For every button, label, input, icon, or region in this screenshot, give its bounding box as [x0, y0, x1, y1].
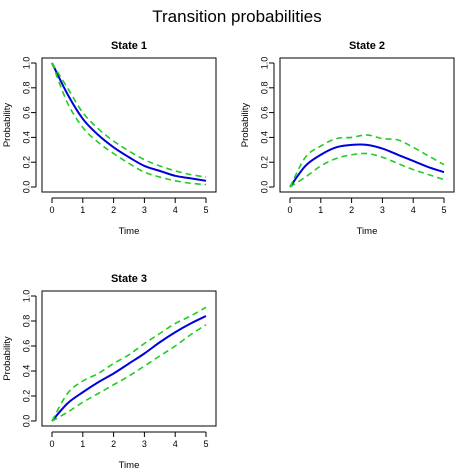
x-tick-label: 1: [80, 205, 85, 215]
x-tick-label: 1: [318, 205, 323, 215]
y-tick-label: 0.4: [21, 131, 31, 144]
y-tick-label: 0.8: [259, 82, 269, 95]
panel-2: State 2 0 1 2 3 4 5 0.0 0.2 0.4 0.6 0.8 1.0 Time Proba…: [240, 40, 455, 237]
y-tick-label: 0.6: [259, 106, 269, 119]
lower-bound-line: [51, 62, 207, 186]
x-tick-label: 5: [441, 205, 446, 215]
y-tick-label: 0.2: [21, 156, 31, 169]
panel-1: State 1 0 1 2 3 4 5 0.0 0.2 0.4 0.6 0.8 1.0 Time Proba…: [2, 40, 217, 237]
x-tick-label: 5: [203, 439, 208, 449]
y-tick-label: 0.4: [259, 131, 269, 144]
x-tick-label: 5: [203, 205, 208, 215]
x-tick-label: 2: [349, 205, 354, 215]
plot-frame: [279, 57, 455, 193]
plot-frame: [41, 290, 217, 427]
y-tick-label: 1.0: [21, 57, 31, 70]
x-axis-label: Time: [119, 460, 140, 471]
panel-3: State 3 0 1 2 3 4 5 0.0 0.2 0.4 0.6 0.8 1.0 Time Proba…: [2, 273, 217, 471]
y-axis-label: Probability: [240, 103, 251, 148]
estimate-line: [289, 143, 445, 188]
x-tick-label: 3: [380, 205, 385, 215]
x-tick-label: 0: [49, 439, 54, 449]
upper-bound-line: [289, 134, 445, 188]
panel-title: State 2: [349, 40, 385, 52]
x-tick-label: 0: [49, 205, 54, 215]
x-tick-label: 4: [411, 205, 416, 215]
y-axis-label: Probability: [2, 336, 13, 381]
y-tick-label: 0.8: [21, 82, 31, 95]
x-tick-label: 4: [173, 205, 178, 215]
y-tick-label: 0.4: [21, 365, 31, 378]
x-tick-label: 4: [173, 439, 178, 449]
x-tick-label: 3: [142, 439, 147, 449]
y-tick-label: 0.2: [21, 390, 31, 403]
y-tick-label: 0.6: [21, 106, 31, 119]
x-axis-label: Time: [119, 226, 140, 237]
plot-frame: [41, 57, 217, 193]
estimate-line: [51, 315, 207, 422]
y-axis-label: Probability: [2, 103, 13, 148]
x-tick-label: 0: [287, 205, 292, 215]
y-tick-label: 0.0: [259, 181, 269, 194]
y-tick-label: 0.0: [21, 415, 31, 428]
upper-bound-line: [51, 62, 207, 178]
panel-title: State 1: [111, 40, 147, 52]
x-tick-label: 2: [111, 439, 116, 449]
y-tick-label: 0.2: [259, 156, 269, 169]
x-axis-label: Time: [357, 226, 378, 237]
lower-bound-line: [289, 152, 445, 188]
upper-bound-line: [51, 306, 207, 422]
x-tick-label: 3: [142, 205, 147, 215]
estimate-line: [51, 62, 207, 182]
y-tick-label: 0.8: [21, 315, 31, 328]
x-tick-label: 2: [111, 205, 116, 215]
y-tick-label: 1.0: [259, 57, 269, 70]
panel-title: State 3: [111, 273, 147, 285]
y-tick-label: 1.0: [21, 290, 31, 303]
panels: State 1 0 1 2 3 4 5 0.0 0.2 0.4 0.6 0.8 1.0 Time Proba…: [2, 40, 455, 471]
x-tick-label: 1: [80, 439, 85, 449]
y-tick-label: 0.0: [21, 181, 31, 194]
lower-bound-line: [51, 324, 207, 422]
figure-title: Transition probabilities: [152, 7, 321, 26]
y-tick-label: 0.6: [21, 340, 31, 353]
